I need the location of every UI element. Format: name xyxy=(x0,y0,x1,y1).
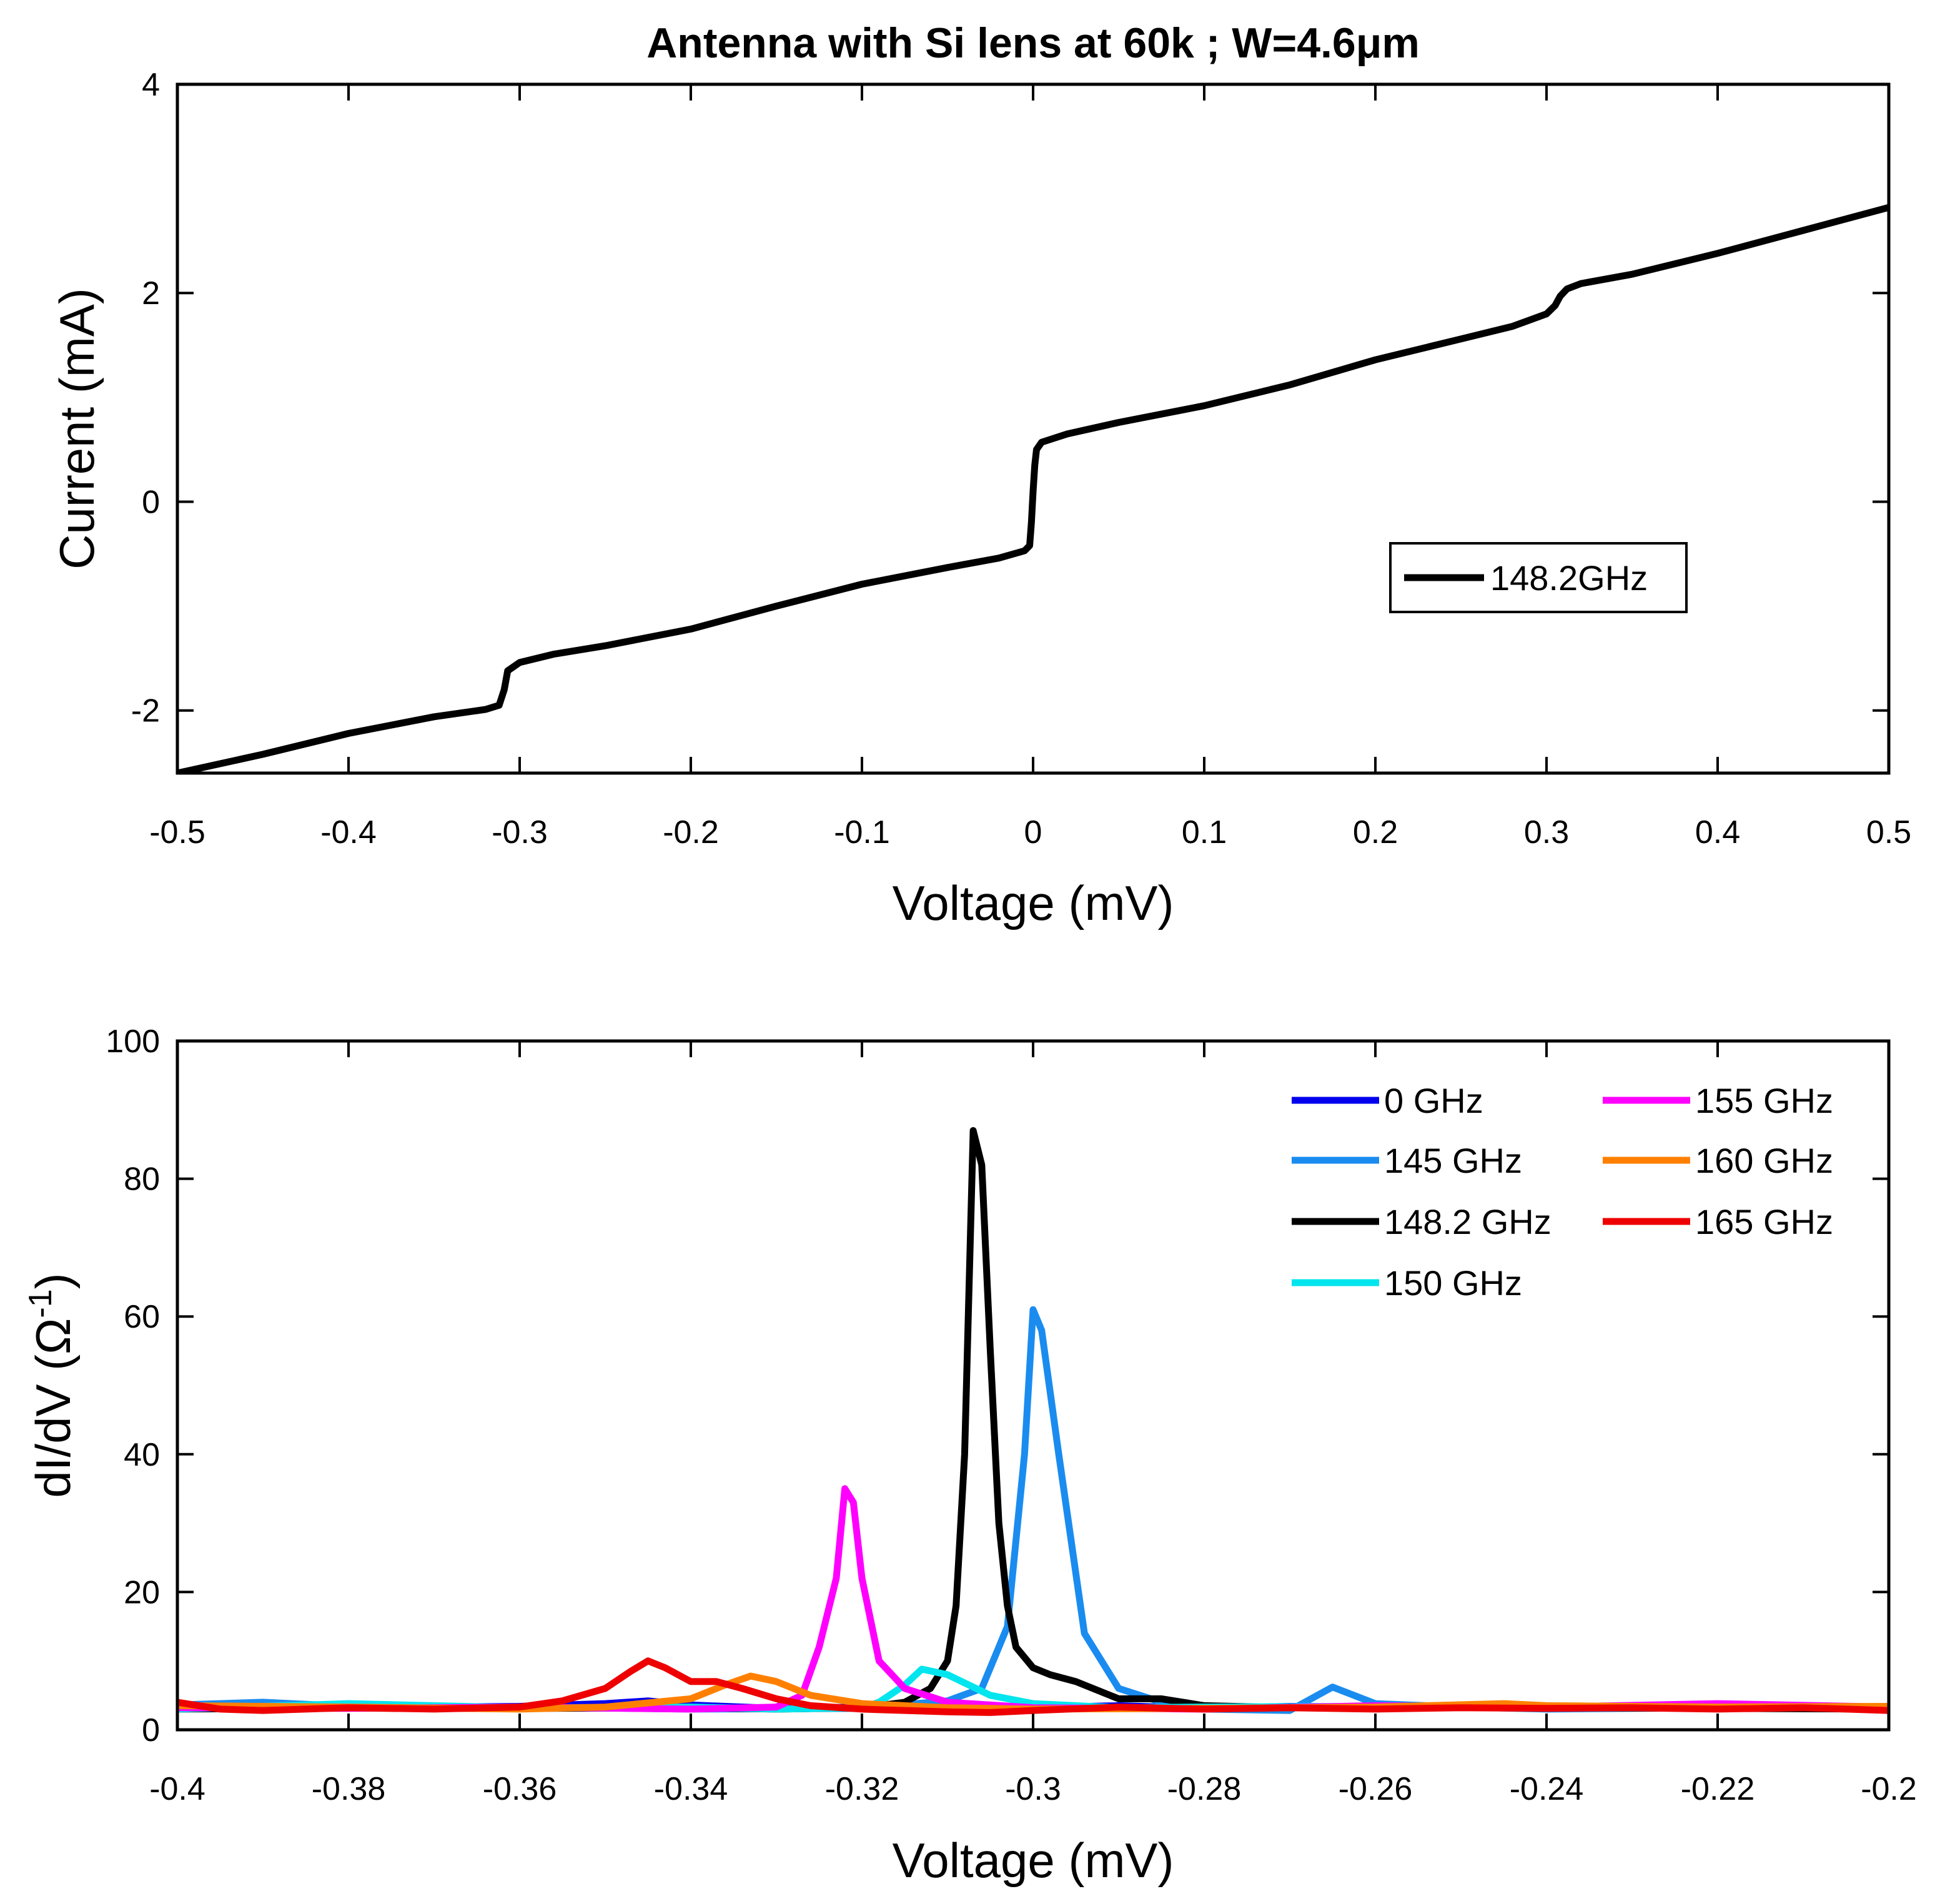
y-tick-label: 4 xyxy=(142,67,160,103)
y-tick-label: -2 xyxy=(131,693,160,729)
legend-label: 145 GHz xyxy=(1384,1141,1522,1180)
y-tick-label: 20 xyxy=(124,1574,160,1611)
y-axis-label: Current (mA) xyxy=(49,288,104,570)
legend-label: 160 GHz xyxy=(1695,1141,1833,1180)
x-tick-label: -0.3 xyxy=(492,814,548,851)
x-tick-label: -0.4 xyxy=(149,1771,205,1807)
y-axis-label-superscript: -1 xyxy=(22,1289,59,1318)
x-tick-label: -0.2 xyxy=(1861,1771,1917,1807)
x-tick-label: -0.36 xyxy=(483,1771,557,1807)
y-tick-label: 100 xyxy=(106,1024,160,1060)
series-group xyxy=(177,204,1889,773)
x-tick-label: 0 xyxy=(1024,814,1042,851)
x-tick-label: -0.24 xyxy=(1510,1771,1584,1807)
x-tick-label: -0.4 xyxy=(320,814,377,851)
x-tick-label: -0.2 xyxy=(663,814,719,851)
x-tick-label: -0.38 xyxy=(312,1771,386,1807)
x-tick-label: 0.3 xyxy=(1524,814,1569,851)
legend-label: 150 GHz xyxy=(1384,1263,1522,1303)
x-tick-label: -0.34 xyxy=(654,1771,728,1807)
y-axis-label-end: ) xyxy=(26,1273,81,1289)
x-tick-label: -0.5 xyxy=(149,814,205,851)
didv-chart: -0.4 -0.38 -0.36 -0.34 -0.32 -0.3 -0.28 -0.26 -0… xyxy=(22,1024,1917,1888)
x-axis-label: Voltage (mV) xyxy=(893,876,1174,930)
x-tick-label: 0.5 xyxy=(1866,814,1911,851)
y-axis-label-main: Current (mA) xyxy=(49,288,104,570)
x-tick-label: 0.4 xyxy=(1695,814,1740,851)
x-tick-label: 0.1 xyxy=(1182,814,1227,851)
y-axis-label: dI/dV (Ω-1) xyxy=(22,1273,81,1497)
legend-label: 148.2 GHz xyxy=(1384,1202,1552,1241)
iv-chart: Antenna with Si lens at 60k ; W=4.6μm -0.… xyxy=(49,19,1911,930)
legend: 0 GHz 145 GHz 148.2 GHz 150 GHz 155 GHz 160 G… xyxy=(1292,1081,1833,1303)
x-tick-label: -0.3 xyxy=(1005,1771,1061,1807)
legend-label: 155 GHz xyxy=(1695,1081,1833,1120)
x-tick-label: -0.22 xyxy=(1681,1771,1755,1807)
y-tick-label: 40 xyxy=(124,1437,160,1473)
x-tick-label: -0.1 xyxy=(834,814,890,851)
legend-label: 165 GHz xyxy=(1695,1202,1833,1241)
y-axis-label-main: dI/dV (Ω xyxy=(26,1318,81,1498)
series-line-160-ghz xyxy=(177,1672,1889,1713)
x-tick-label: -0.32 xyxy=(825,1771,899,1807)
x-axis-label: Voltage (mV) xyxy=(893,1833,1174,1888)
y-tick-label: 2 xyxy=(142,275,160,312)
x-tick-label: -0.26 xyxy=(1339,1771,1413,1807)
y-tick-label: 0 xyxy=(142,1712,160,1749)
legend-label: 148.2GHz xyxy=(1490,558,1648,598)
legend: 148.2GHz xyxy=(1389,542,1688,613)
chart-title: Antenna with Si lens at 60k ; W=4.6μm xyxy=(646,19,1420,67)
y-tick-label: 80 xyxy=(124,1162,160,1198)
y-tick-label: 0 xyxy=(142,484,160,520)
series-group xyxy=(177,1127,1889,1716)
x-tick-label: 0.2 xyxy=(1353,814,1398,851)
y-tick-label: 60 xyxy=(124,1299,160,1335)
series-line-148-2ghz xyxy=(177,204,1889,773)
x-tick-label: -0.28 xyxy=(1167,1771,1242,1807)
series-line-165-ghz xyxy=(177,1657,1889,1716)
legend-label: 0 GHz xyxy=(1384,1081,1483,1120)
